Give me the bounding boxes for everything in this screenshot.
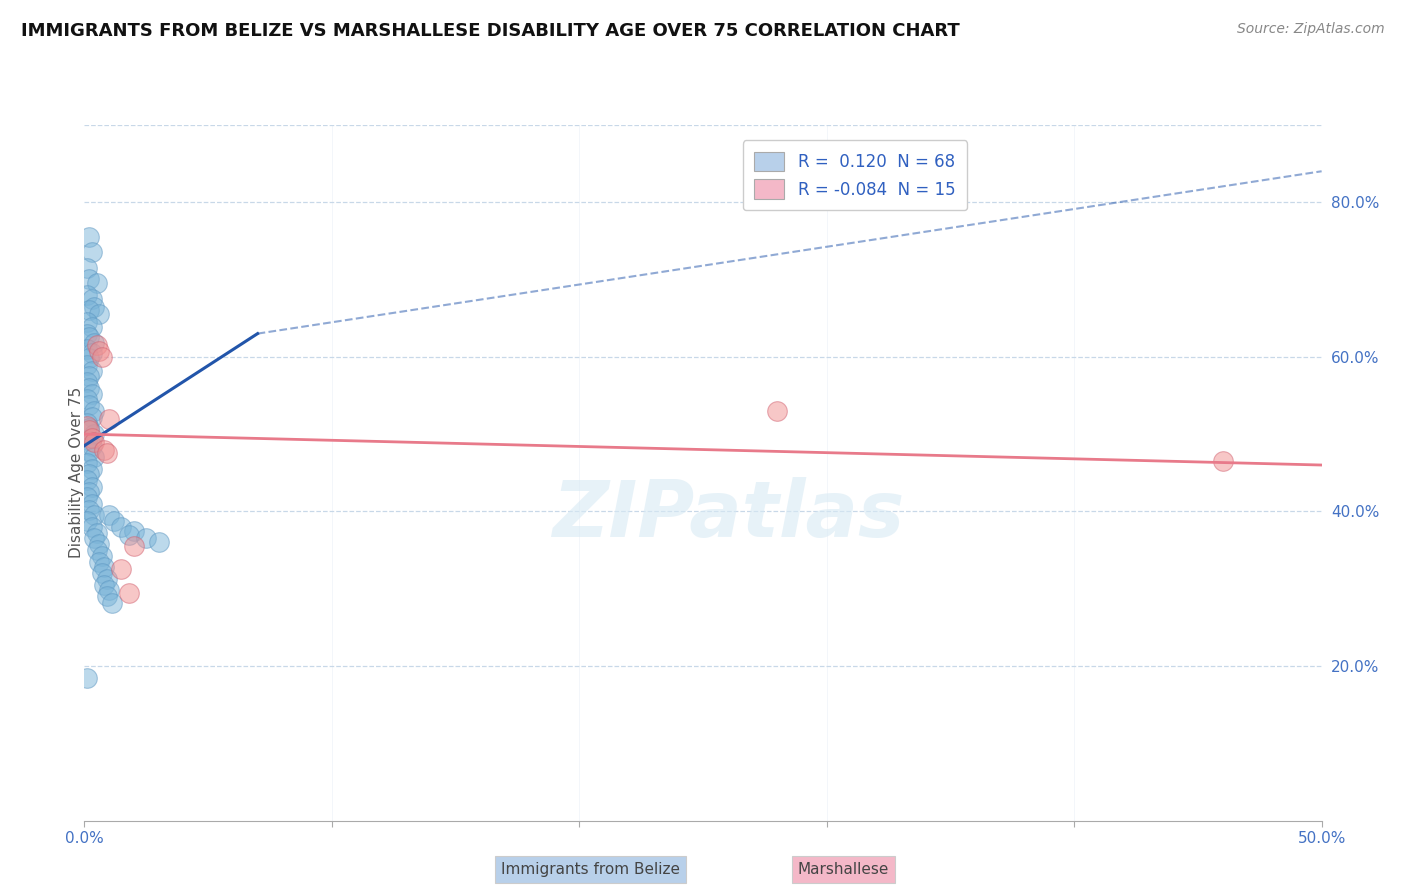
Point <box>79 423 101 437</box>
Point <box>86 277 108 291</box>
Point <box>83 450 105 465</box>
Point <box>79 230 101 244</box>
Point <box>76 392 98 407</box>
Text: ZIPatlas: ZIPatlas <box>551 476 904 552</box>
Point <box>79 330 101 344</box>
Point <box>96 590 118 604</box>
Point <box>135 532 157 546</box>
Point <box>80 431 103 445</box>
Point <box>83 335 105 350</box>
Point <box>76 288 98 302</box>
Point <box>83 508 105 523</box>
Point <box>76 342 98 356</box>
Point <box>86 526 108 541</box>
Point <box>79 351 101 366</box>
Point <box>76 474 98 488</box>
Point <box>83 532 105 546</box>
Point <box>79 421 101 435</box>
Point <box>1212 454 1234 468</box>
Point <box>96 446 118 460</box>
Point <box>89 343 111 358</box>
Point <box>118 585 141 599</box>
Point <box>100 596 122 610</box>
Point <box>83 404 105 418</box>
Point <box>118 527 141 541</box>
Point <box>80 320 103 334</box>
Point <box>79 369 101 384</box>
Point <box>79 272 101 286</box>
Point <box>79 485 101 500</box>
Point <box>79 303 101 318</box>
Text: IMMIGRANTS FROM BELIZE VS MARSHALLESE DISABILITY AGE OVER 75 CORRELATION CHART: IMMIGRANTS FROM BELIZE VS MARSHALLESE DI… <box>21 22 960 40</box>
Point <box>98 583 121 598</box>
Point <box>79 444 101 458</box>
Point <box>80 387 103 401</box>
Point <box>110 520 132 534</box>
Point <box>90 566 112 581</box>
Point <box>86 338 108 352</box>
Point <box>89 307 111 321</box>
Point <box>76 491 98 505</box>
Point <box>90 549 112 564</box>
Point <box>122 539 145 553</box>
Point <box>89 555 111 569</box>
Point <box>79 503 101 517</box>
Point <box>76 434 98 448</box>
Point <box>80 364 103 378</box>
Point <box>76 671 98 685</box>
Point <box>79 381 101 395</box>
Point <box>83 427 105 442</box>
Point <box>80 410 103 425</box>
Point <box>76 514 98 528</box>
Point <box>103 514 125 528</box>
Point <box>76 358 98 372</box>
Text: Immigrants from Belize: Immigrants from Belize <box>501 863 681 877</box>
Point <box>80 346 103 360</box>
Point <box>80 245 103 260</box>
Point <box>80 480 103 494</box>
Point <box>90 350 112 364</box>
Point <box>80 439 103 453</box>
Point <box>96 573 118 587</box>
Point <box>76 416 98 430</box>
Point <box>79 467 101 482</box>
Point <box>76 315 98 329</box>
Point <box>93 560 115 574</box>
Point <box>76 457 98 471</box>
Point <box>76 375 98 389</box>
Point <box>80 497 103 511</box>
Legend: R =  0.120  N = 68, R = -0.084  N = 15: R = 0.120 N = 68, R = -0.084 N = 15 <box>742 140 967 211</box>
Point <box>83 434 105 449</box>
Point <box>148 535 170 549</box>
Point <box>76 326 98 341</box>
Point <box>80 462 103 476</box>
Point <box>766 404 789 418</box>
Point <box>93 442 115 457</box>
Point <box>98 508 121 523</box>
Point <box>122 524 145 538</box>
Point <box>89 537 111 551</box>
Point <box>86 543 108 558</box>
Text: Source: ZipAtlas.com: Source: ZipAtlas.com <box>1237 22 1385 37</box>
Text: Marshallese: Marshallese <box>799 863 889 877</box>
Point <box>76 419 98 434</box>
Point <box>93 578 115 592</box>
Point <box>80 292 103 306</box>
Point <box>80 520 103 534</box>
Point <box>83 300 105 314</box>
Y-axis label: Disability Age Over 75: Disability Age Over 75 <box>69 387 83 558</box>
Point <box>98 411 121 425</box>
Point <box>79 398 101 412</box>
Point <box>76 260 98 275</box>
Point <box>110 562 132 576</box>
